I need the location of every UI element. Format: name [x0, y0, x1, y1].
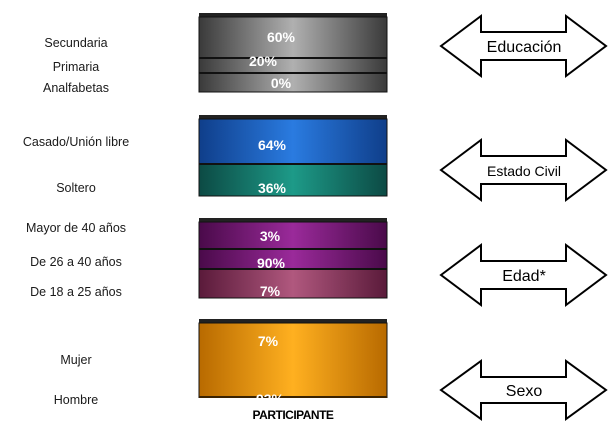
value-label: 20%	[249, 53, 278, 69]
double-arrow-icon	[439, 138, 608, 202]
group-estado-civil: 64% 36% Casado/Unión libre Soltero Estad…	[23, 115, 608, 202]
value-label: 36%	[258, 180, 287, 196]
arrow-label: Sexo	[506, 383, 543, 400]
value-label: 7%	[260, 283, 281, 299]
category-label: De 18 a 25 años	[30, 285, 122, 299]
arrow-label: Educación	[487, 39, 562, 56]
category-label: Secundaria	[44, 36, 107, 50]
value-label: 3%	[260, 228, 281, 244]
category-label: Mujer	[60, 353, 91, 367]
bar-top-edge	[199, 319, 387, 323]
bar-clip-mask	[195, 398, 395, 406]
group-edad: 3% 90% 7% Mayor de 40 años De 26 a 40 añ…	[26, 218, 608, 307]
category-label: Primaria	[53, 60, 100, 74]
bar-top-edge	[199, 218, 387, 222]
double-arrow-icon	[439, 14, 608, 78]
group-sexo: 7% 93% Mujer Hombre Sexo	[54, 319, 608, 421]
arrow-label: Edad*	[502, 268, 546, 285]
double-arrow-callout: Sexo	[439, 359, 608, 421]
category-label: Analfabetas	[43, 81, 109, 95]
bar-edad-middle	[198, 248, 388, 270]
value-label: 0%	[271, 75, 292, 91]
category-label: Soltero	[56, 181, 96, 195]
bar-estado-civil-top	[198, 118, 388, 165]
bar-edad-bottom	[198, 268, 388, 299]
double-arrow-callout: Estado Civil	[439, 138, 608, 202]
bar-edad-top	[198, 221, 388, 250]
category-label: Casado/Unión libre	[23, 135, 129, 149]
double-arrow-icon	[439, 359, 608, 421]
double-arrow-icon	[439, 243, 608, 307]
value-label: 64%	[258, 137, 287, 153]
arrow-label: Estado Civil	[487, 163, 561, 179]
double-arrow-callout: Educación	[439, 14, 608, 78]
category-label: Mayor de 40 años	[26, 221, 126, 235]
bar-educacion-body	[198, 16, 388, 93]
bar-bottom-shadow	[199, 396, 387, 399]
double-arrow-callout: Edad*	[439, 243, 608, 307]
bar-top-edge	[199, 13, 387, 17]
value-label: 7%	[258, 333, 279, 349]
value-label: 90%	[257, 255, 286, 271]
x-axis-label: PARTICIPANTE	[253, 408, 334, 421]
bar-sexo-body	[198, 322, 388, 399]
bar-estado-civil-bottom	[198, 163, 388, 197]
category-label: De 26 a 40 años	[30, 255, 122, 269]
bar-top-edge	[199, 115, 387, 119]
value-label: 60%	[267, 29, 296, 45]
group-educacion: 60% 20% 0% Secundaria Primaria Analfabet…	[43, 13, 608, 95]
category-label: Hombre	[54, 393, 99, 407]
